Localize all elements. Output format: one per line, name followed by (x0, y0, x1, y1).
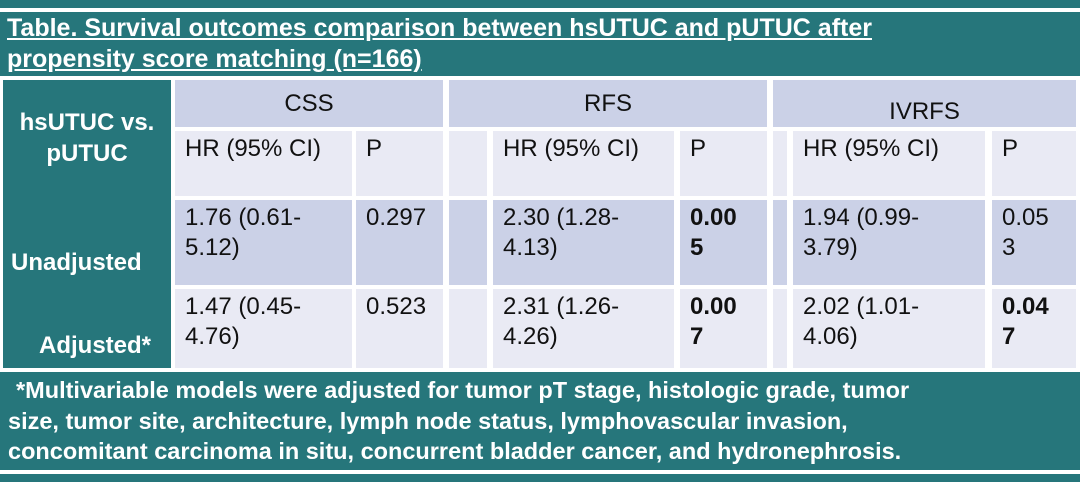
cell-adjusted-css-hr: 1.47 (0.45-4.76) (175, 289, 352, 368)
cell-adjusted-rfs-p: 0.00 7 (680, 289, 767, 368)
cell-adjusted-rfs-spacer (449, 289, 487, 368)
cell-adjusted-ivrfs-p: 0.04 7 (992, 289, 1076, 368)
cell-adjusted-ivrfs-spacer (773, 289, 787, 368)
subheader-rfs-spacer (449, 131, 487, 196)
row-header-unadjusted: Unadjusted (3, 200, 171, 285)
divider-bottom (0, 470, 1080, 474)
cell-adjusted-css-p: 0.523 (356, 289, 443, 368)
cell-adjusted-ivrfs-hr: 2.02 (1.01-4.06) (793, 289, 985, 368)
row-header-comparison: hsUTUC vs. pUTUC (3, 80, 171, 196)
table-footnote: *Multivariable models were adjusted for … (0, 372, 1080, 470)
cell-unadjusted-rfs-spacer (449, 200, 487, 285)
cell-unadjusted-rfs-hr: 2.30 (1.28-4.13) (493, 200, 674, 285)
cell-unadjusted-ivrfs-hr: 1.94 (0.99-3.79) (793, 200, 985, 285)
cell-unadjusted-css-hr: 1.76 (0.61-5.12) (175, 200, 352, 285)
subheader-ivrfs-spacer (773, 131, 787, 196)
cell-unadjusted-rfs-p: 0.00 5 (680, 200, 767, 285)
subheader-ivrfs-hr: HR (95% CI) (793, 131, 985, 196)
subheader-rfs-p: P (680, 131, 767, 196)
subheader-css-hr: HR (95% CI) (175, 131, 352, 196)
cell-unadjusted-ivrfs-spacer (773, 200, 787, 285)
row-header-adjusted: Adjusted* (3, 289, 171, 368)
group-header-rfs: RFS (449, 80, 767, 127)
cell-adjusted-rfs-hr: 2.31 (1.26-4.26) (493, 289, 674, 368)
table-title: Table. Survival outcomes comparison betw… (0, 12, 1080, 76)
cell-unadjusted-ivrfs-p: 0.05 3 (992, 200, 1076, 285)
cell-unadjusted-css-p: 0.297 (356, 200, 443, 285)
subheader-css-p: P (356, 131, 443, 196)
divider-right-edge (1076, 8, 1080, 474)
subheader-rfs-hr: HR (95% CI) (493, 131, 674, 196)
divider-top (0, 8, 1080, 12)
group-header-css: CSS (175, 80, 443, 127)
subheader-ivrfs-p: P (992, 131, 1076, 196)
divider-left-edge (0, 76, 3, 372)
group-header-ivrfs: IVRFS (773, 80, 1076, 127)
